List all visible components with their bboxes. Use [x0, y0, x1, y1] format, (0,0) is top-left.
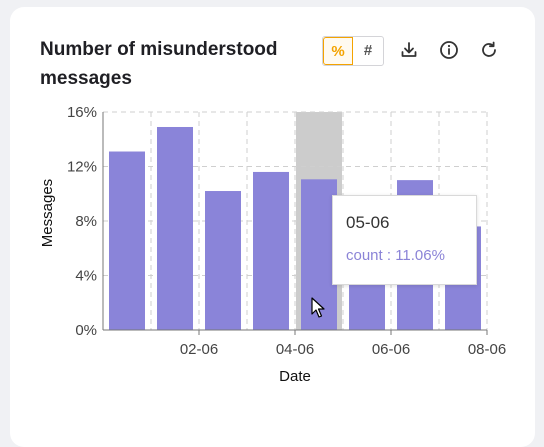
tooltip-value: count : 11.06% — [346, 247, 445, 264]
y-tick-label: 12% — [67, 159, 97, 176]
percent-toggle-button[interactable]: % — [323, 37, 353, 65]
refresh-icon[interactable] — [478, 39, 500, 61]
chart-tooltip: 05-06 count : 11.06% — [332, 195, 477, 285]
mouse-cursor-icon — [311, 297, 325, 318]
x-tick-label: 02-06 — [180, 341, 218, 358]
y-tick-label: 0% — [75, 322, 97, 339]
y-tick-label: 16% — [67, 104, 97, 121]
bar — [253, 171, 289, 330]
y-axis-title: Messages — [39, 179, 56, 247]
x-tick-label: 06-06 — [372, 341, 410, 358]
bar — [205, 191, 241, 330]
y-tick-label: 4% — [75, 268, 97, 285]
y-tick-label: 8% — [75, 213, 97, 230]
x-tick-label: 08-06 — [468, 341, 506, 358]
bar — [109, 151, 145, 330]
x-tick-label: 04-06 — [276, 341, 314, 358]
x-axis-title: Date — [279, 368, 311, 385]
count-toggle-button[interactable]: # — [363, 42, 373, 59]
bar-chart: 0% 4% 8% 12% 16% 02-06 04-06 06-06 08-06 Date Mess… — [39, 104, 506, 385]
tooltip-title: 05-06 — [346, 213, 390, 232]
card-title: Number of misunderstood messages — [40, 39, 278, 89]
info-icon[interactable] — [438, 39, 460, 61]
download-icon[interactable] — [398, 39, 420, 61]
bar — [157, 126, 193, 330]
unit-toggle[interactable]: % # — [322, 36, 384, 66]
